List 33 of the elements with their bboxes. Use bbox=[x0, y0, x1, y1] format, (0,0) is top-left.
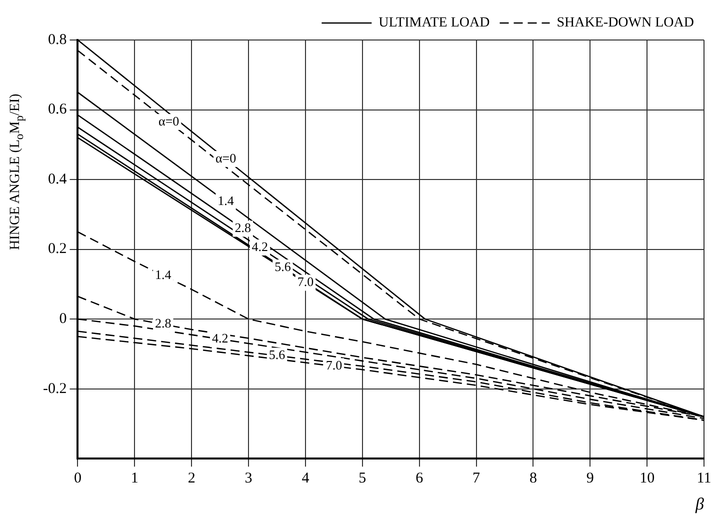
annotation: 2.8 bbox=[234, 220, 251, 236]
annotation: 7.0 bbox=[326, 358, 342, 373]
legend-label: ULTIMATE LOAD bbox=[378, 16, 490, 31]
annotation: 2.8 bbox=[155, 316, 172, 331]
x-tick-label: 11 bbox=[696, 470, 712, 487]
y-tick-label: 0.8 bbox=[48, 32, 67, 48]
x-tick-label: 3 bbox=[244, 470, 252, 487]
annotation: 1.4 bbox=[155, 266, 172, 282]
y-tick-label: 0.6 bbox=[48, 102, 68, 118]
x-tick-label: 1 bbox=[130, 470, 138, 487]
annotation: α=0 bbox=[158, 113, 180, 128]
annotation: 5.6 bbox=[268, 347, 286, 362]
annotation: 7.0 bbox=[297, 274, 314, 290]
annotation: 4.2 bbox=[212, 330, 228, 346]
x-tick-label: 8 bbox=[529, 470, 537, 487]
x-tick-label: 5 bbox=[358, 470, 366, 487]
x-tick-label: 4 bbox=[302, 470, 310, 487]
annotation: 5.6 bbox=[274, 258, 292, 274]
y-tick-label: 0 bbox=[59, 311, 67, 328]
x-tick-label: 2 bbox=[188, 470, 196, 487]
y-tick-label: 0.2 bbox=[48, 241, 67, 258]
legend-label: SHAKE-DOWN LOAD bbox=[556, 16, 694, 31]
x-tick-label: 7 bbox=[472, 470, 481, 487]
y-tick-label: -0.2 bbox=[42, 380, 67, 397]
x-axis-title: β bbox=[694, 494, 705, 514]
x-tick-label: 6 bbox=[416, 470, 424, 487]
x-tick-label: 9 bbox=[586, 470, 594, 487]
x-tick-label: 10 bbox=[640, 470, 655, 487]
y-tick-label: 0.4 bbox=[48, 171, 68, 188]
annotation: 1.4 bbox=[218, 192, 234, 208]
annotation: α=0 bbox=[215, 150, 236, 166]
x-tick-label: 0 bbox=[74, 470, 82, 487]
annotation: 4.2 bbox=[252, 238, 268, 254]
